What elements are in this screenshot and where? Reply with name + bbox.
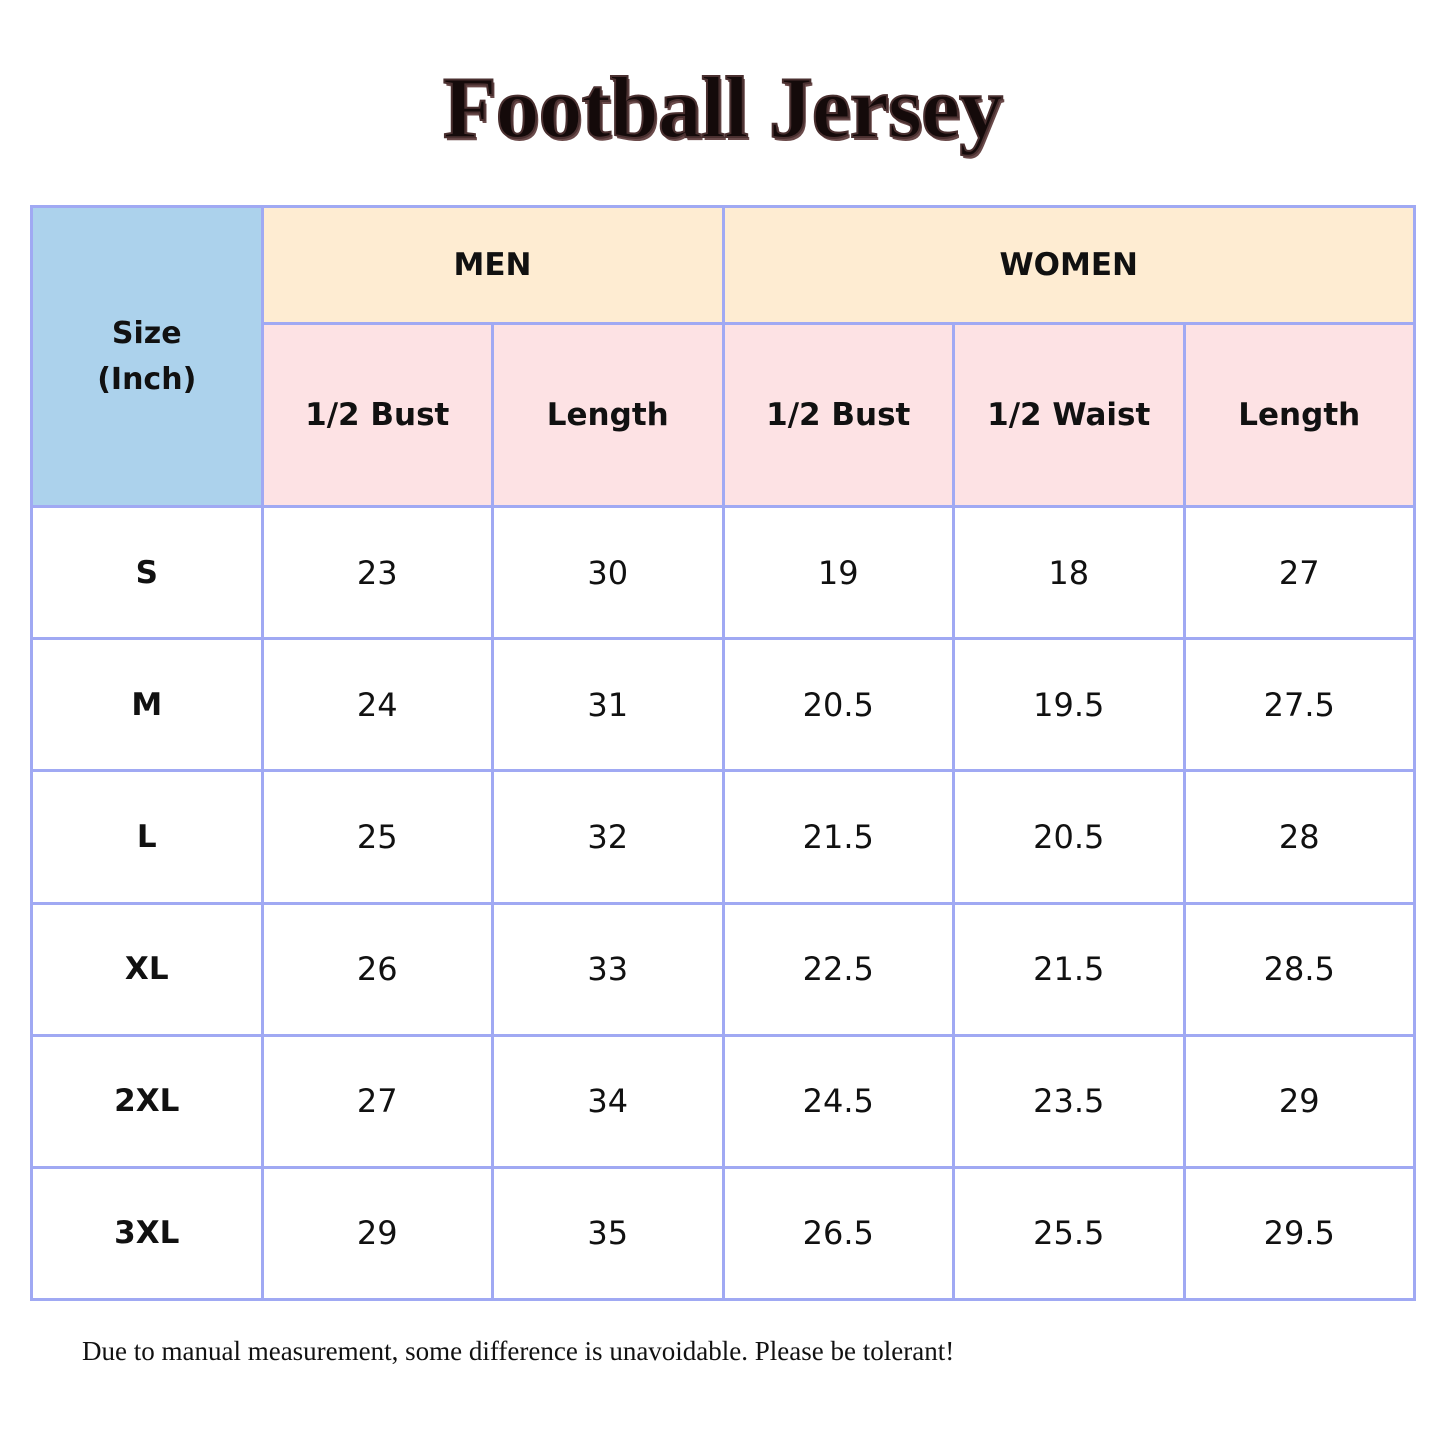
value-cell: 31 [491,637,725,773]
data-row: S 23 30 19 18 27 [30,505,1416,641]
value-cell: 28 [1182,769,1416,905]
value-cell: 23.5 [952,1033,1186,1169]
corner-line: (Inch) [97,361,197,397]
value-cell: 34 [491,1033,725,1169]
value-cell: 21.5 [952,901,1186,1037]
value-cell: 25 [260,769,494,905]
value-cell: 23 [260,505,494,641]
value-cell: 29 [260,1165,494,1302]
data-row: 2XL 27 34 24.5 23.5 29 [30,1033,1416,1169]
note: Due to manual measurement, some differen… [82,1336,955,1366]
value-cell: 19.5 [952,637,1186,773]
corner-cell: Size (Inch) [30,204,264,509]
value-cell: 29.5 [1182,1165,1416,1302]
value-cell: 26 [260,901,494,1037]
value-cell: 30 [491,505,725,641]
value-cell: 22.5 [721,901,955,1037]
value-cell: 35 [491,1165,725,1302]
value-cell: 33 [491,901,725,1037]
value-cell: 24.5 [721,1033,955,1169]
value-cell: 20.5 [721,637,955,773]
column-header: 1/2 Waist [952,322,1186,509]
size-cell: M [30,637,264,773]
value-cell: 27.5 [1182,637,1416,773]
column-header: 1/2 Bust [721,322,955,509]
size-cell: XL [30,901,264,1037]
group-header: WOMEN [721,204,1416,326]
value-cell: 20.5 [952,769,1186,905]
data-row: M 24 31 20.5 19.5 27.5 [30,637,1416,773]
value-cell: 21.5 [721,769,955,905]
data-row: XL 26 33 22.5 21.5 28.5 [30,901,1416,1037]
value-cell: 19 [721,505,955,641]
header-row: Size (Inch) MEN WOMEN [30,204,1416,509]
size-cell: 2XL [30,1033,264,1169]
value-cell: 27 [260,1033,494,1169]
value-cell: 27 [1182,505,1416,641]
size-table: Size (Inch) MEN WOMEN 1/2 Bust Length 1/2 Bust… [30,204,1416,1302]
size-cell: S [30,505,264,641]
column-header: Length [491,322,725,509]
value-cell: 18 [952,505,1186,641]
data-row: L 25 32 21.5 20.5 28 [30,769,1416,905]
size-cell: 3XL [30,1165,264,1302]
corner-line: Size [111,315,182,351]
value-cell: 24 [260,637,494,773]
data-row: 3XL 29 35 26.5 25.5 29.5 [30,1165,1416,1302]
value-cell: 28.5 [1182,901,1416,1037]
column-header: 1/2 Bust [260,322,494,509]
title: Football Jersey [442,59,1004,158]
column-header: Length [1182,322,1416,509]
value-cell: 32 [491,769,725,905]
value-cell: 25.5 [952,1165,1186,1302]
value-cell: 26.5 [721,1165,955,1302]
value-cell: 29 [1182,1033,1416,1169]
group-header: MEN [260,204,725,326]
subheader-row: 1/2 Bust Length 1/2 Bust 1/2 Waist Length [32,322,1416,509]
size-cell: L [30,769,264,905]
